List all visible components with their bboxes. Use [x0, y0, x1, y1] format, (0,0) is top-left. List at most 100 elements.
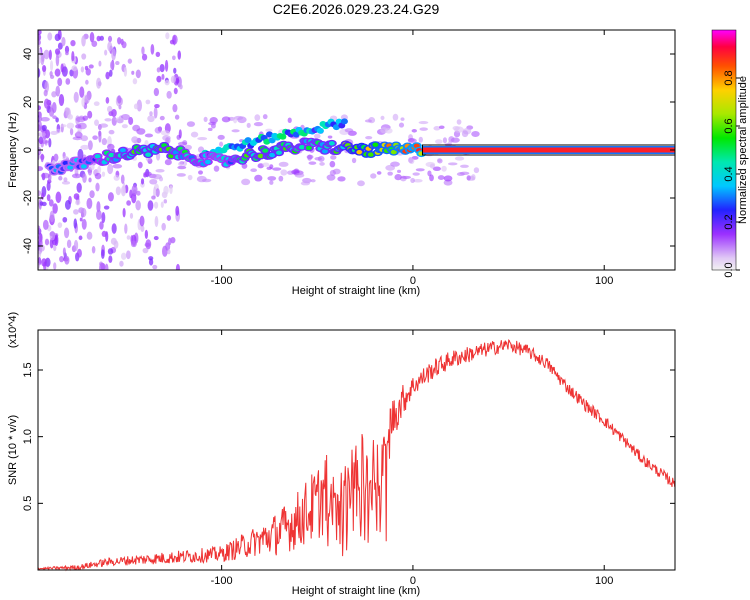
spectrogram-noise-point	[132, 124, 141, 132]
spectrogram-noise-point	[166, 90, 172, 99]
spectrogram-noise-point	[410, 177, 415, 183]
spectrogram-noise-point	[41, 258, 47, 267]
spectrogram-signal-point	[145, 152, 152, 157]
spectrogram-noise-point	[267, 176, 277, 181]
spectrogram-noise-point	[149, 111, 153, 116]
spectrogram-noise-point	[172, 55, 176, 61]
spectrogram-noise-point	[81, 218, 87, 230]
spectrogram-noise-point	[86, 231, 93, 240]
spectrogram-noise-point	[88, 64, 94, 69]
spectrogram-noise-point	[265, 128, 273, 132]
spectrogram-noise-point	[170, 236, 176, 244]
spectrogram-noise-point	[38, 149, 42, 156]
spectrogram-noise-point	[152, 264, 158, 270]
spectrogram-signal-point	[305, 145, 312, 151]
spectrogram-noise-point	[466, 175, 471, 181]
spectrogram-noise-point	[154, 215, 159, 228]
spectrogram-xlabel: Height of straight line (km)	[292, 285, 420, 297]
spectrogram-noise-point	[219, 141, 224, 147]
colorbar-label: Normalized spectral amplitude	[737, 76, 749, 224]
spectrogram-noise-point	[111, 48, 116, 61]
spectrogram-noise-point	[390, 161, 400, 167]
spectrogram-noise-point	[443, 179, 453, 186]
spectrogram-noise-point	[38, 40, 41, 45]
spectrogram-noise-point	[80, 66, 85, 73]
spectrogram-noise-point	[177, 165, 187, 170]
spectrogram-noise-point	[122, 207, 126, 218]
spectrogram-noise-point	[109, 60, 115, 70]
spectrogram-noise-point	[156, 67, 161, 73]
spectrogram-noise-point	[120, 252, 127, 260]
spectrogram-tone-core	[422, 147, 675, 153]
spectrogram-noise-point	[44, 81, 50, 93]
spectrogram-noise-point	[53, 262, 57, 270]
spectrogram-drift-point	[340, 118, 348, 125]
spectrogram-noise-point	[175, 78, 180, 84]
spectrogram-noise-point	[121, 124, 128, 129]
spectrogram-noise-point	[163, 199, 168, 204]
spectrogram-noise-point	[221, 116, 231, 123]
spectrogram-noise-point	[326, 174, 336, 181]
spectrogram-noise-point	[197, 136, 208, 141]
spectrogram-noise-point	[117, 37, 122, 45]
spectrogram-noise-point	[81, 97, 85, 107]
snr-xtick-label: 100	[595, 575, 613, 587]
spectrogram-noise-point	[443, 175, 453, 182]
spectrogram-noise-point	[85, 68, 91, 76]
spectrogram-signal-point	[372, 142, 379, 147]
spectrogram-noise-point	[81, 53, 87, 60]
spectrogram-noise-point	[447, 162, 458, 166]
spectrogram-noise-point	[441, 165, 447, 172]
spectrogram-noise-point	[55, 128, 61, 134]
spectrogram-noise-point	[429, 174, 434, 182]
colorbar: 0.0 0.2 0.4 0.6 0.8 Normalized spectral ampl…	[711, 29, 749, 278]
spectrogram-noise-point	[149, 178, 158, 185]
spectrogram-noise-point	[365, 136, 373, 140]
spectrogram-noise-point	[144, 133, 154, 138]
spectrogram-noise-point	[397, 169, 402, 173]
spectrogram-noise-point	[307, 154, 312, 161]
spectrogram-noise-point	[209, 117, 218, 124]
spectrogram-noise-point	[131, 136, 139, 144]
spectrogram-noise-point	[123, 66, 128, 77]
spectrogram-noise-point	[47, 32, 53, 41]
spectrogram-noise-point	[164, 159, 172, 166]
spectrogram-noise-point	[412, 172, 420, 176]
spectrogram-noise-point	[108, 129, 115, 135]
spectrogram-noise-point	[159, 63, 165, 73]
spectrogram-noise-point	[96, 35, 101, 42]
spectrogram-noise-point	[201, 178, 212, 183]
spectrogram-noise-point	[87, 110, 93, 119]
spectrogram-noise-point	[107, 163, 114, 175]
spectrogram-noise-point	[471, 131, 480, 137]
spectrogram-noise-point	[96, 201, 101, 213]
spectrogram-noise-point	[38, 239, 43, 247]
spectrogram-noise-point	[69, 128, 74, 136]
spectrogram-noise-point	[40, 153, 44, 163]
snr-ytick-label: 0.5	[22, 496, 34, 511]
spectrogram-noise-point	[269, 164, 274, 169]
spectrogram-noise-point	[120, 174, 125, 184]
spectrogram-noise-point	[131, 184, 138, 195]
snr-series-line	[37, 339, 676, 572]
spectrogram-noise-point	[179, 84, 183, 90]
spectrogram-signal-point	[257, 153, 264, 159]
spectrogram-noise-point	[162, 135, 171, 141]
spectrogram-noise-point	[76, 182, 82, 193]
spectrogram-noise-point	[44, 238, 50, 246]
spectrogram-noise-point	[153, 106, 158, 119]
colorbar-ticks: 0.0 0.2 0.4 0.6 0.8	[723, 70, 740, 278]
spectrogram-noise-point	[254, 174, 263, 182]
spectrogram-noise-point	[167, 249, 171, 255]
spectrogram-noise-point	[38, 225, 41, 231]
spectrogram-noise-point	[38, 67, 41, 78]
spectrogram-noise-point	[70, 39, 76, 47]
spectrogram-noise-point	[418, 121, 429, 125]
spectrogram-noise-point	[65, 78, 71, 85]
spectrogram-noise-point	[332, 168, 341, 175]
spectrogram-noise-point	[394, 174, 402, 181]
spectrogram-noise-point	[130, 240, 137, 248]
spectrogram-noise-point	[49, 230, 56, 241]
spectrogram-noise-point	[272, 167, 282, 171]
spectrogram-noise-point	[137, 161, 143, 169]
